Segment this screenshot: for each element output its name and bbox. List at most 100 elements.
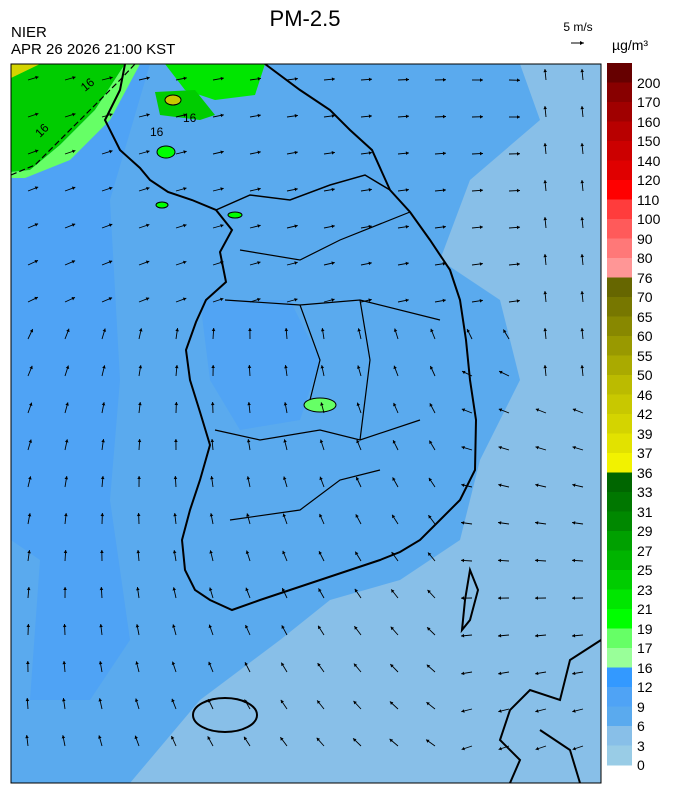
wind-arrowhead <box>35 75 39 80</box>
wind-arrowhead <box>356 402 361 407</box>
jeju-island <box>192 697 258 733</box>
wind-arrowhead <box>244 736 248 741</box>
wind-arrowhead <box>498 596 502 600</box>
colorbar-label: 19 <box>637 620 653 637</box>
colorbar-segment <box>607 355 632 376</box>
wind-arrowhead <box>34 296 38 301</box>
wind-arrowhead <box>294 77 298 81</box>
wind-arrowhead <box>146 113 150 117</box>
wind-arrowhead <box>72 149 76 154</box>
wind-arrowhead <box>220 150 224 154</box>
wind-arrowhead <box>572 521 576 525</box>
wind-arrowhead <box>136 513 141 517</box>
wind-arrowhead <box>429 403 433 407</box>
wind-arrowhead <box>392 477 396 481</box>
wind-arrowhead <box>27 550 31 554</box>
wind-arrowhead <box>580 180 585 184</box>
wind-arrowhead <box>244 662 248 666</box>
wind-arrowhead <box>108 223 113 227</box>
wind-arrowhead <box>208 587 213 591</box>
wind-arrowhead <box>572 483 576 488</box>
wind-arrowhead <box>442 188 446 192</box>
wind-arrowhead <box>294 224 298 228</box>
wind-arrowhead <box>572 596 576 600</box>
wind-arrowhead <box>171 661 176 665</box>
wind-arrowhead <box>171 735 175 740</box>
wind-arrowhead <box>572 633 576 638</box>
wind-arrowhead <box>183 223 187 228</box>
wind-arrowhead <box>245 550 250 554</box>
wind-arrowhead <box>319 439 324 443</box>
wind-arrowhead <box>580 69 585 73</box>
wind-arrowhead <box>572 408 577 412</box>
korean-peninsula-coastline <box>103 64 478 612</box>
wind-arrowhead <box>246 513 250 517</box>
wind-arrowhead <box>461 671 465 676</box>
wind-arrowhead <box>368 224 372 229</box>
wind-arrowhead <box>368 77 372 82</box>
wind-arrowhead <box>543 365 548 369</box>
wind-arrowhead <box>428 477 433 482</box>
wind-arrowhead <box>516 299 520 303</box>
colorbar-label: 31 <box>637 503 653 520</box>
wind-arrowhead <box>516 188 520 193</box>
colorbar-label: 36 <box>637 464 653 481</box>
colorbar-label: 70 <box>637 289 653 305</box>
colorbar-segment <box>607 63 632 83</box>
wind-arrowhead <box>108 186 113 191</box>
wind-arrowhead <box>173 513 177 517</box>
wind-arrowhead <box>331 224 335 229</box>
colorbar-segment <box>607 472 632 493</box>
colorbar-label: 150 <box>637 133 661 149</box>
wind-arrowhead <box>29 365 33 370</box>
map-frame <box>10 63 602 784</box>
wind-arrowhead <box>405 298 409 303</box>
wind-arrowhead <box>391 552 395 556</box>
wind-arrowhead <box>138 328 143 332</box>
wind-arrowhead <box>134 698 139 702</box>
wind-arrowhead <box>65 365 70 369</box>
wind-arrowhead <box>100 513 105 517</box>
wind-arrowhead <box>34 149 39 153</box>
wind-arrowhead <box>428 515 432 519</box>
colorbar-segment <box>607 121 632 142</box>
wind-arrowhead <box>280 737 284 741</box>
wind-arrowhead <box>535 709 539 713</box>
colorbar-label: 33 <box>637 484 653 500</box>
wind-arrowhead <box>320 328 325 332</box>
contour-label: 16 <box>183 111 197 125</box>
wind-arrowhead <box>64 476 69 480</box>
wind-arrowhead <box>28 439 33 443</box>
yellow-area-corner <box>11 64 40 78</box>
wind-arrowhead <box>210 402 215 406</box>
wind-arrowhead <box>174 365 179 369</box>
colorbar-label: 65 <box>637 308 653 325</box>
wind-arrowhead <box>135 661 139 665</box>
wind-arrowhead <box>535 671 539 676</box>
wind-arrowhead <box>572 709 576 713</box>
wind-arrowhead <box>479 78 483 82</box>
agency-label: NIER <box>11 24 47 41</box>
wind-reference-arrowhead <box>580 41 584 45</box>
wind-arrowhead <box>108 260 113 264</box>
wind-arrowhead <box>580 291 585 295</box>
wind-arrowhead <box>281 588 286 592</box>
colorbar-label: 42 <box>637 406 653 422</box>
colorbar-segment <box>607 414 632 434</box>
wind-arrowhead <box>209 513 214 517</box>
wind-arrowhead <box>516 225 520 230</box>
timestamp-label: APR 26 2026 21:00 KST <box>11 41 176 58</box>
colorbar-label: 17 <box>637 640 653 656</box>
wind-arrowhead <box>109 149 113 154</box>
tsushima-island <box>460 566 480 634</box>
colorbar-segment <box>607 238 632 259</box>
wind-arrowhead <box>405 77 409 82</box>
wind-arrowhead <box>257 261 261 265</box>
wind-arrowhead <box>63 587 67 591</box>
wind-arrowhead <box>461 633 465 638</box>
colorbar-label: 80 <box>637 250 653 266</box>
wind-arrowhead <box>543 328 548 332</box>
wind-arrowhead <box>257 187 261 191</box>
wind-arrowhead <box>535 558 539 563</box>
colorbar-segment <box>607 453 632 473</box>
